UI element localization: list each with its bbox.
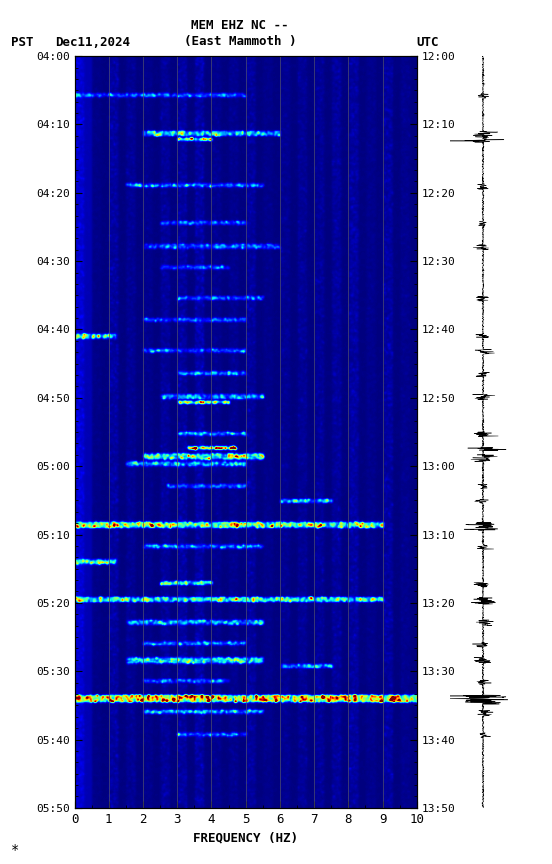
Text: MEM EHZ NC --: MEM EHZ NC --: [192, 19, 289, 32]
Text: (East Mammoth ): (East Mammoth ): [184, 35, 296, 48]
Text: Dec11,2024: Dec11,2024: [55, 36, 130, 49]
Text: *: *: [11, 842, 19, 856]
Text: PST: PST: [11, 36, 34, 49]
X-axis label: FREQUENCY (HZ): FREQUENCY (HZ): [193, 831, 298, 844]
Text: UTC: UTC: [417, 36, 439, 49]
